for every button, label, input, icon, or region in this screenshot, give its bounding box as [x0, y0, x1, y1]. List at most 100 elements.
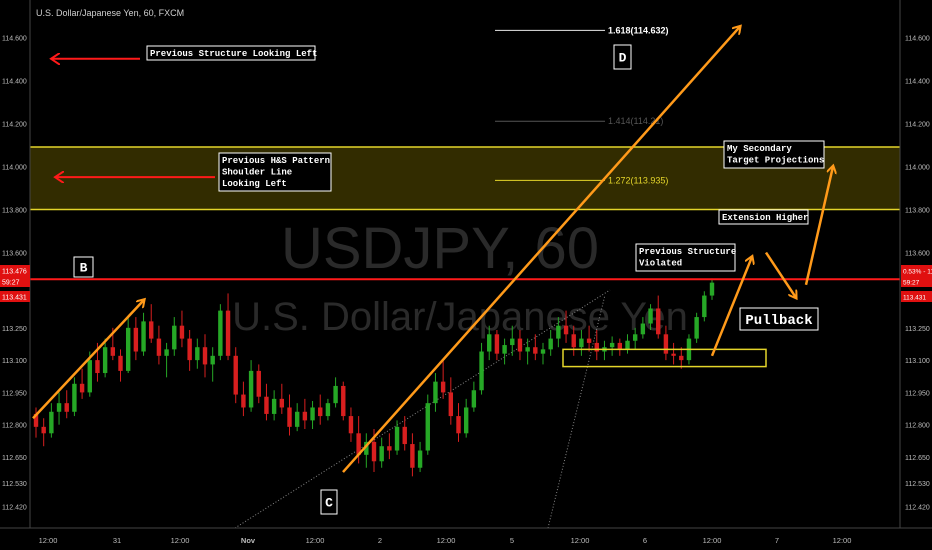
- candle-bear: [279, 398, 285, 408]
- projection-arrow: [710, 257, 752, 357]
- y-tick-label-right: 112.950: [905, 390, 930, 397]
- price-badge-right: [901, 291, 932, 302]
- candle-bull: [310, 407, 315, 421]
- candle-bear: [494, 334, 500, 354]
- candle-bull: [72, 383, 77, 412]
- candle-bear: [118, 355, 123, 371]
- annotation-box: [718, 209, 809, 225]
- candle-bear: [456, 416, 461, 434]
- candle-bull: [487, 334, 492, 352]
- candle-bull: [709, 282, 715, 296]
- candle-bull: [294, 411, 300, 427]
- candle-bull: [502, 345, 507, 354]
- candle-bull: [433, 381, 438, 404]
- candle-bear: [202, 347, 208, 365]
- x-tick-label: 12:00: [703, 536, 722, 545]
- y-tick-label-left: 112.800: [2, 423, 27, 430]
- candle-bear: [533, 347, 538, 354]
- annotation-text: Extension Higher: [722, 213, 808, 223]
- y-tick-label-left: 114.600: [2, 35, 27, 42]
- candle-bull: [218, 310, 223, 356]
- y-tick-label-right: 112.650: [905, 455, 930, 462]
- candle-bull: [102, 347, 108, 374]
- candle-bear: [110, 347, 116, 356]
- price-badge-left-label: 59:27: [2, 280, 20, 287]
- y-tick-label-left: 113.250: [2, 326, 27, 333]
- price-badge-left-label: 113.431: [2, 295, 27, 302]
- candle-bull: [195, 347, 200, 361]
- candle-bear: [225, 310, 231, 356]
- y-tick-label-right: 112.800: [905, 423, 930, 430]
- x-tick-label: 7: [775, 536, 779, 545]
- candle-bear: [448, 392, 454, 417]
- candle-bear: [187, 338, 192, 361]
- candle-bear: [402, 426, 407, 445]
- x-tick-label: 12:00: [39, 536, 58, 545]
- candle-bear: [387, 446, 392, 451]
- candle-bull: [49, 411, 54, 434]
- candle-bear: [586, 338, 592, 343]
- price-badge-left: [0, 276, 30, 287]
- annotation-text: Shoulder Line: [222, 168, 292, 178]
- price-badge-right: [901, 265, 932, 276]
- candle-bear: [156, 338, 162, 356]
- candle-bear: [440, 381, 446, 393]
- y-tick-label-right: 114.600: [905, 35, 930, 42]
- dotted-trendline: [547, 294, 606, 529]
- candle-bear: [302, 411, 308, 421]
- y-tick-label-left: 114.400: [2, 78, 27, 85]
- y-tick-label-left: 113.800: [2, 207, 27, 214]
- candle-bear: [318, 407, 323, 417]
- annotation-text: Violated: [639, 259, 682, 269]
- candle-bear: [671, 353, 676, 356]
- y-tick-label-left: 112.950: [2, 390, 27, 397]
- x-tick-label: 12:00: [571, 536, 590, 545]
- candle-bear: [95, 360, 100, 374]
- y-tick-label-right: 114.400: [905, 78, 930, 85]
- candle-bull: [694, 317, 699, 339]
- annotation-box: [613, 44, 632, 70]
- candle-bull: [609, 342, 615, 348]
- annotation-text: Previous Structure: [639, 247, 736, 257]
- candle-bear: [656, 308, 661, 335]
- x-tick-label: 6: [643, 536, 647, 545]
- x-tick-label: Nov: [241, 536, 256, 545]
- candle-bear: [563, 325, 569, 335]
- candle-bull: [625, 340, 630, 350]
- dotted-trendline: [234, 289, 611, 529]
- candle-bull: [540, 349, 546, 354]
- candle-bear: [33, 413, 39, 427]
- candle-bull: [56, 403, 62, 412]
- projection-arrow: [32, 300, 144, 420]
- y-tick-label-left: 114.200: [2, 121, 27, 128]
- candle-bull: [379, 446, 384, 462]
- candle-bull: [471, 390, 477, 408]
- y-tick-label-right: 113.100: [905, 358, 930, 365]
- candle-bull: [479, 351, 484, 391]
- candle-bull: [164, 349, 169, 356]
- candle-bull: [425, 403, 430, 451]
- y-tick-label-right: 113.250: [905, 326, 930, 333]
- candle-bear: [41, 426, 46, 434]
- x-tick-label: 31: [113, 536, 121, 545]
- annotation-box: [739, 307, 819, 331]
- x-tick-label: 2: [378, 536, 382, 545]
- candle-bear: [233, 355, 238, 395]
- annotation-text: D: [619, 51, 627, 66]
- y-tick-label-right: 113.600: [905, 251, 930, 258]
- watermark-symbol: USDJPY, 60: [281, 216, 599, 281]
- pullback-box: [562, 348, 767, 368]
- projection-arrow: [342, 27, 740, 473]
- candle-bull: [525, 347, 530, 352]
- candle-bull: [702, 295, 707, 318]
- candle-bear: [571, 334, 576, 348]
- annotation-box: [723, 140, 825, 169]
- x-tick-label: 12:00: [306, 536, 325, 545]
- candle-bull: [417, 450, 423, 468]
- annotation-text: Target Projections: [727, 156, 824, 166]
- annotation-text: My Secondary: [727, 144, 792, 154]
- candle-bear: [410, 444, 415, 468]
- price-badge-left: [0, 291, 30, 302]
